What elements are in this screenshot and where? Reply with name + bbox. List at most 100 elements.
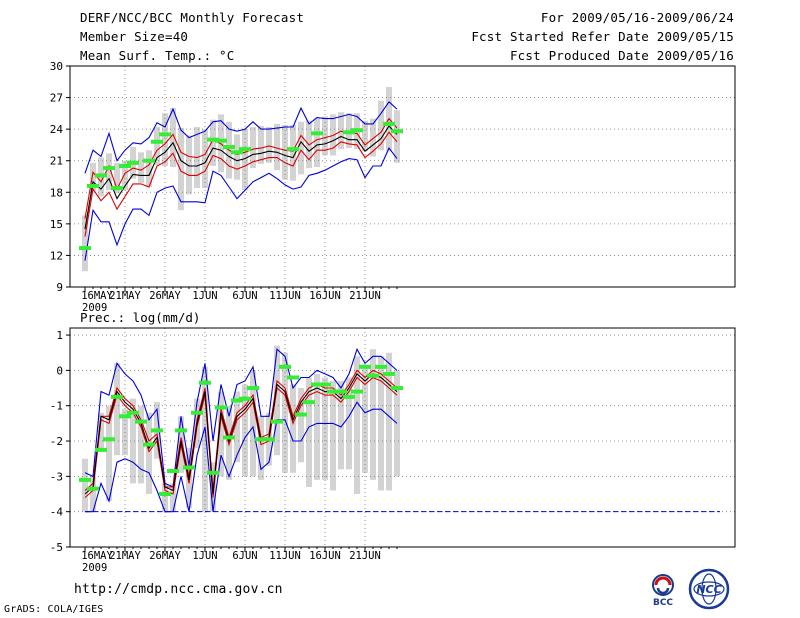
observed-mark xyxy=(303,400,315,405)
spread-box xyxy=(250,127,256,169)
observed-mark xyxy=(223,145,235,150)
observed-mark xyxy=(119,414,131,419)
spread-box xyxy=(106,405,112,502)
x-year-label: 2009 xyxy=(82,302,107,314)
spread-box xyxy=(234,134,240,180)
x-tick-label: 16MAY xyxy=(81,290,113,302)
x-tick-label: 16MAY xyxy=(81,550,113,562)
observed-mark xyxy=(367,373,379,378)
x-tick-label: 16JUN xyxy=(309,550,341,562)
spread-box xyxy=(378,100,384,151)
spread-box xyxy=(138,405,144,484)
y-tick-label: -3 xyxy=(50,470,63,483)
spread-box xyxy=(90,162,96,191)
spread-box xyxy=(258,416,264,480)
y-tick-label: 21 xyxy=(50,155,63,168)
spread-box xyxy=(370,349,376,480)
spread-box xyxy=(250,370,256,477)
y-tick-label: 18 xyxy=(50,186,63,199)
observed-mark xyxy=(191,410,203,415)
grads-credit: GrADS: COLA/IGES xyxy=(4,604,104,615)
x-tick-label: 21JUN xyxy=(349,290,381,302)
x-tick-label: 6JUN xyxy=(232,550,257,562)
forecast-period: For 2009/05/16-2009/06/24 xyxy=(540,10,734,25)
spread-box xyxy=(130,398,136,484)
observed-mark xyxy=(391,386,403,391)
spread-box xyxy=(90,476,96,512)
x-tick-label: 21MAY xyxy=(109,290,141,302)
observed-mark xyxy=(335,389,347,394)
observed-mark xyxy=(295,412,307,417)
spread-box xyxy=(234,391,240,463)
variable-label: Mean Surf. Temp.: °C xyxy=(80,48,235,63)
observed-mark xyxy=(159,492,171,497)
spread-box xyxy=(162,113,168,166)
observed-mark xyxy=(351,389,363,394)
observed-mark xyxy=(391,129,403,134)
y-tick-label: -1 xyxy=(50,400,63,413)
spread-box xyxy=(242,384,248,477)
spread-box xyxy=(290,124,296,181)
plot-frame xyxy=(69,65,736,288)
series-min-line xyxy=(84,100,398,174)
observed-mark xyxy=(271,419,283,424)
observed-mark xyxy=(151,428,163,433)
observed-mark xyxy=(95,173,107,178)
series-max-line xyxy=(84,347,398,488)
spread-box xyxy=(114,162,120,194)
series-max-line xyxy=(84,147,398,261)
spread-box xyxy=(138,152,144,183)
observed-mark xyxy=(343,130,355,135)
spread-box xyxy=(242,129,248,191)
spread-box xyxy=(386,352,392,491)
spread-box xyxy=(354,356,360,495)
spread-box xyxy=(306,377,312,487)
spread-box xyxy=(114,363,120,456)
member-size: Member Size=40 xyxy=(80,29,189,44)
observed-mark xyxy=(223,435,235,440)
spread-box xyxy=(274,123,280,171)
spread-box xyxy=(146,150,152,188)
spread-box xyxy=(290,384,296,473)
ncc-logo: NCC xyxy=(686,568,732,610)
spread-box xyxy=(122,160,128,191)
observed-mark xyxy=(87,183,99,188)
observed-mark xyxy=(151,139,163,144)
observed-mark xyxy=(231,398,243,403)
observed-mark xyxy=(375,364,387,369)
spread-box xyxy=(82,215,88,272)
observed-mark xyxy=(103,437,115,442)
y-tick-label: -5 xyxy=(50,541,63,554)
observed-mark xyxy=(343,394,355,399)
y-tick-label: 27 xyxy=(50,92,63,105)
spread-box xyxy=(162,483,168,512)
precip-title: Prec.: log(mm/d) xyxy=(80,310,200,325)
observed-mark xyxy=(167,469,179,474)
y-tick-label: 9 xyxy=(56,281,63,294)
observed-mark xyxy=(319,382,331,387)
y-tick-label: 1 xyxy=(56,329,63,342)
spread-box xyxy=(258,125,264,164)
spread-box xyxy=(338,380,344,470)
observed-mark xyxy=(87,486,99,491)
x-tick-label: 26MAY xyxy=(149,550,181,562)
observed-mark xyxy=(215,405,227,410)
observed-mark xyxy=(215,138,227,143)
series-min-line xyxy=(85,401,398,513)
chart-title: DERF/NCC/BCC Monthly Forecast xyxy=(80,10,305,25)
observed-mark xyxy=(287,375,299,380)
observed-mark xyxy=(143,442,155,447)
started-refer-date: Fcst Started Refer Date 2009/05/15 xyxy=(471,29,734,44)
ncc-logo-text: NCC xyxy=(696,583,721,596)
y-tick-label: -4 xyxy=(50,506,64,519)
observed-mark xyxy=(279,364,291,369)
y-tick-label: -2 xyxy=(50,435,63,448)
spread-box xyxy=(146,412,152,495)
spread-box xyxy=(154,127,160,165)
observed-mark xyxy=(127,160,139,165)
spread-box xyxy=(170,483,176,512)
observed-mark xyxy=(255,437,267,442)
